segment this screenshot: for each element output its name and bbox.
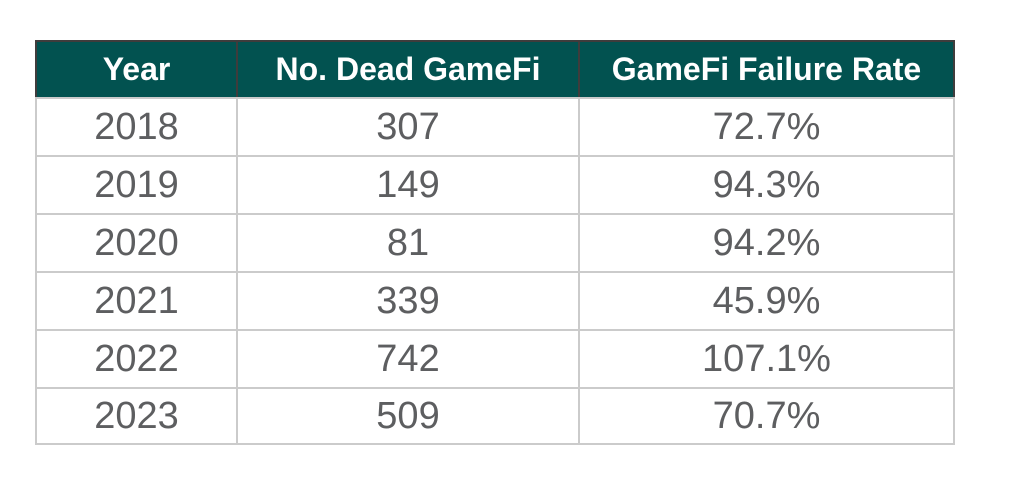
table-row: 2020 81 94.2% [35, 213, 955, 271]
year-cell: 2018 [35, 97, 236, 155]
failure-rate-cell: 94.3% [578, 155, 955, 213]
header-row: Year No. Dead GameFi GameFi Failure Rate [35, 40, 955, 97]
year-cell: 2023 [35, 387, 236, 445]
table-row: 2022 742 107.1% [35, 329, 955, 387]
failure-rate-cell: 70.7% [578, 387, 955, 445]
dead-gamefi-cell: 339 [236, 271, 578, 329]
dead-gamefi-cell: 81 [236, 213, 578, 271]
year-cell: 2021 [35, 271, 236, 329]
table-row: 2019 149 94.3% [35, 155, 955, 213]
column-header-failure-rate: GameFi Failure Rate [578, 40, 955, 97]
year-cell: 2020 [35, 213, 236, 271]
table-container: Year No. Dead GameFi GameFi Failure Rate… [35, 40, 955, 445]
failure-rate-cell: 45.9% [578, 271, 955, 329]
gamefi-failure-table: Year No. Dead GameFi GameFi Failure Rate… [35, 40, 955, 445]
table-row: 2021 339 45.9% [35, 271, 955, 329]
table-row: 2018 307 72.7% [35, 97, 955, 155]
column-header-dead-gamefi: No. Dead GameFi [236, 40, 578, 97]
dead-gamefi-cell: 509 [236, 387, 578, 445]
failure-rate-cell: 72.7% [578, 97, 955, 155]
dead-gamefi-cell: 742 [236, 329, 578, 387]
dead-gamefi-cell: 149 [236, 155, 578, 213]
failure-rate-cell: 94.2% [578, 213, 955, 271]
failure-rate-cell: 107.1% [578, 329, 955, 387]
dead-gamefi-cell: 307 [236, 97, 578, 155]
table-row: 2023 509 70.7% [35, 387, 955, 445]
year-cell: 2022 [35, 329, 236, 387]
column-header-year: Year [35, 40, 236, 97]
year-cell: 2019 [35, 155, 236, 213]
